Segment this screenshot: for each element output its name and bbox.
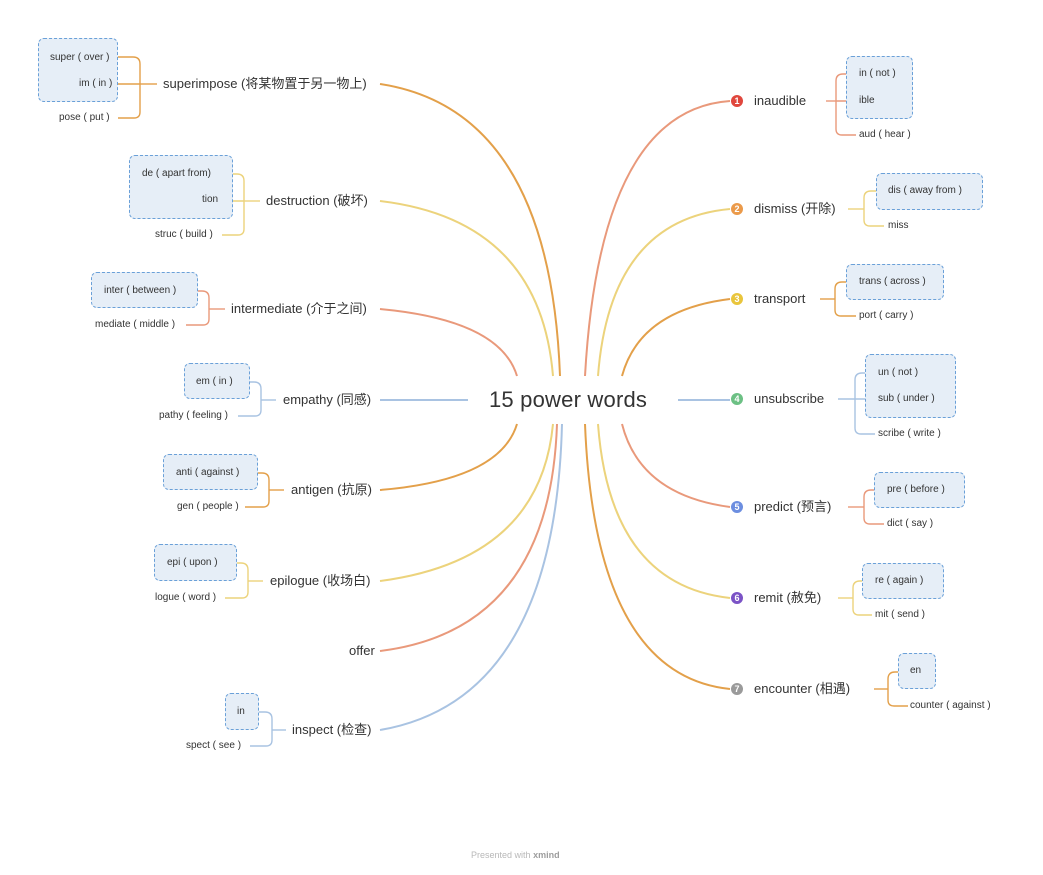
branch-transport: [621, 298, 731, 377]
morpheme-group: [154, 544, 237, 581]
morpheme-group: [846, 56, 913, 119]
topic-inspect[interactable]: inspect (检查): [292, 722, 372, 737]
morpheme-label[interactable]: im ( in ): [79, 78, 113, 89]
morpheme-label[interactable]: mit ( send ): [875, 609, 926, 620]
morpheme-group: [865, 354, 956, 418]
morpheme-label[interactable]: pre ( before ): [887, 484, 945, 495]
morpheme-label[interactable]: gen ( people ): [177, 501, 239, 512]
topic-inaudible[interactable]: inaudible: [754, 93, 807, 108]
morpheme-label[interactable]: un ( not ): [878, 367, 919, 378]
morpheme-label[interactable]: super ( over ): [50, 52, 110, 63]
marker-6-icon: 6: [731, 592, 743, 604]
morpheme-label[interactable]: miss: [888, 220, 909, 231]
branch-encounter: [584, 423, 731, 690]
morpheme-label[interactable]: anti ( against ): [176, 467, 240, 478]
morpheme-label[interactable]: in ( not ): [859, 68, 896, 79]
branch-offer: [379, 423, 558, 652]
branch-antigen: [379, 423, 518, 491]
morpheme-label[interactable]: em ( in ): [196, 376, 233, 387]
morpheme-label[interactable]: logue ( word ): [155, 592, 217, 603]
branch-intermediate: [379, 308, 518, 377]
central-topic[interactable]: 15 power words: [489, 387, 648, 412]
marker-1-icon: 1: [731, 95, 743, 107]
marker-3-icon: 3: [731, 293, 743, 305]
morpheme-label[interactable]: dis ( away from ): [888, 185, 962, 196]
morpheme-label[interactable]: counter ( against ): [910, 700, 991, 711]
branch-inspect: [379, 423, 563, 731]
morpheme-label[interactable]: en: [910, 665, 922, 676]
morpheme-label[interactable]: aud ( hear ): [859, 129, 911, 140]
morpheme-label[interactable]: struc ( build ): [155, 229, 213, 240]
morpheme-group: [91, 272, 198, 308]
topic-destruction[interactable]: destruction (破坏): [266, 193, 368, 208]
marker-7-icon: 7: [731, 683, 743, 695]
footer-prefix: Presented with: [471, 850, 531, 860]
morpheme-group: [129, 155, 233, 219]
morpheme-label[interactable]: pose ( put ): [59, 112, 110, 123]
topic-remit[interactable]: remit (赦免): [754, 590, 822, 605]
topic-unsubscribe[interactable]: unsubscribe: [754, 391, 825, 406]
morpheme-label[interactable]: ible: [859, 95, 875, 106]
marker-4-icon: 4: [731, 393, 743, 405]
morpheme-group: [184, 363, 250, 399]
morpheme-label[interactable]: dict ( say ): [887, 518, 934, 529]
morpheme-group: [38, 38, 118, 102]
morpheme-label[interactable]: re ( again ): [875, 575, 924, 586]
marker-5-icon: 5: [731, 501, 743, 513]
topic-epilogue[interactable]: epilogue (收场白): [270, 573, 371, 588]
marker-2-icon: 2: [731, 203, 743, 215]
topic-intermediate[interactable]: intermediate (介于之间): [231, 301, 367, 316]
topic-offer[interactable]: offer: [349, 643, 375, 658]
morpheme-group: [225, 693, 259, 730]
morpheme-label[interactable]: in: [237, 706, 245, 717]
branch-predict: [621, 423, 731, 508]
branch-epilogue: [379, 423, 554, 582]
morpheme-group: [874, 472, 965, 508]
morpheme-group: [876, 173, 983, 210]
topic-superimpose[interactable]: superimpose (将某物置于另一物上): [163, 76, 367, 91]
presented-with-footer: Presented with xmind: [471, 851, 560, 860]
branch-superimpose: [379, 83, 561, 377]
xmind-brand: xmind: [533, 850, 560, 860]
branch-remit: [597, 423, 731, 599]
branch-destruction: [379, 200, 554, 377]
morpheme-label[interactable]: pathy ( feeling ): [159, 410, 228, 421]
morpheme-label[interactable]: scribe ( write ): [878, 428, 941, 439]
branch-dismiss: [597, 208, 731, 377]
topic-empathy[interactable]: empathy (同感): [283, 392, 372, 407]
topic-transport[interactable]: transport: [754, 291, 806, 306]
morpheme-label[interactable]: tion: [202, 194, 219, 205]
morpheme-group: [163, 454, 258, 490]
topic-predict[interactable]: predict (预言): [754, 499, 832, 514]
topic-dismiss[interactable]: dismiss (开除): [754, 201, 836, 216]
topic-antigen[interactable]: antigen (抗原): [291, 482, 372, 497]
morpheme-label[interactable]: port ( carry ): [859, 310, 914, 321]
morpheme-label[interactable]: epi ( upon ): [167, 557, 218, 568]
morpheme-label[interactable]: sub ( under ): [878, 393, 935, 404]
morpheme-label[interactable]: inter ( between ): [104, 285, 177, 296]
branch-inaudible: [584, 100, 731, 377]
morpheme-label[interactable]: de ( apart from): [142, 168, 211, 179]
morpheme-label[interactable]: mediate ( middle ): [95, 319, 176, 330]
morpheme-label[interactable]: spect ( see ): [186, 740, 242, 751]
morpheme-group: [898, 653, 936, 689]
morpheme-group: [862, 563, 944, 599]
morpheme-label[interactable]: trans ( across ): [859, 276, 926, 287]
morpheme-group: [846, 264, 944, 300]
topic-encounter[interactable]: encounter (相遇): [754, 681, 851, 696]
